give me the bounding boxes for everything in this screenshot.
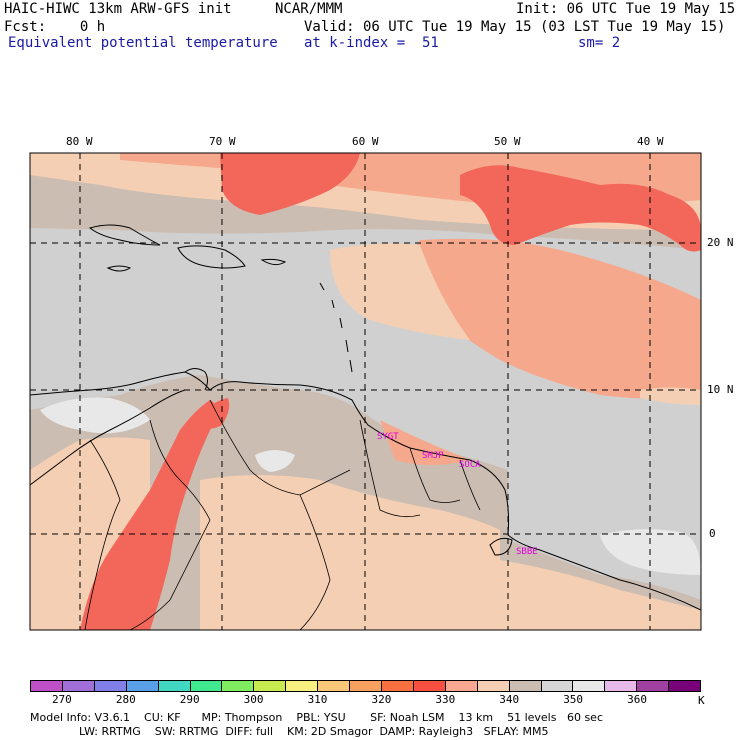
lon-label-80w: 80 W [66,135,93,148]
station-label-sbbe: SBBE [516,547,538,557]
colorbar-swatch [636,681,669,691]
colorbar-swatch [61,681,94,691]
station-label-smjp: SMJP [422,451,444,461]
lon-label-70w: 70 W [209,135,236,148]
country-borders [84,399,481,630]
lon-label-50w: 50 W [494,135,521,148]
colorbar-unit: K [698,694,705,707]
colorbar-swatch [349,681,381,691]
footer-line-1: Model Info: V3.6.1 CU: KF MP: Thompson P… [30,711,603,724]
colorbar-swatch [253,681,286,691]
map-frame [29,152,702,631]
colorbar-swatch [476,681,509,691]
station-label-soca: SOCA [459,460,481,470]
colorbar-swatch [380,681,413,691]
valid-time: Valid: 06 UTC Tue 19 May 15 (03 LST Tue … [304,19,726,35]
colorbar-swatch [540,681,573,691]
colorbar-swatch [668,681,701,691]
colorbar-tick-label: 330 [435,693,456,706]
model-title: HAIC-HIWC 13km ARW-GFS init [4,1,232,17]
colorbar-swatch [125,681,158,691]
colorbar [30,680,701,692]
lat-label-10n: 10 N [707,383,734,396]
colorbar-swatch [189,681,222,691]
lon-label-40w: 40 W [637,135,664,148]
forecast-hour: Fcst: 0 h [4,19,106,35]
colorbar-tick-label: 280 [115,693,136,706]
center-label: NCAR/MMM [275,1,343,17]
colorbar-tick-label: 320 [371,693,392,706]
colorbar-tick-label: 270 [51,693,72,706]
station-label-sygt: SYGT [377,432,399,442]
lat-label-0: 0 [709,527,716,540]
init-time: Init: 06 UTC Tue 19 May 15 [516,1,736,17]
graticule [30,153,701,630]
coastlines [30,224,701,611]
colorbar-tick-label: 310 [307,693,328,706]
lat-label-20n: 20 N [707,236,734,249]
colorbar-swatch [317,681,350,691]
colorbar-tick-label: 340 [499,693,520,706]
level-label: at k-index = 51 [304,35,439,51]
colorbar-tick-label: 290 [179,693,200,706]
colorbar-swatch [572,681,605,691]
colorbar-tick-label: 300 [243,693,264,706]
colorbar-swatch [221,681,254,691]
colorbar-swatch [444,681,477,691]
colorbar-swatch [93,681,126,691]
colorbar-ticks: 270 280 290 300 310 320 330 340 350 360 [0,693,740,707]
colorbar-swatch [31,681,62,691]
colorbar-swatch [412,681,445,691]
colorbar-tick-label: 360 [627,693,647,706]
colorbar-swatch [157,681,190,691]
field-name: Equivalent potential temperature [8,35,278,51]
colorbar-swatch [604,681,637,691]
colorbar-swatch [285,681,318,691]
footer-line-2: LW: RRTMG SW: RRTMG DIFF: full KM: 2D Sm… [30,725,549,738]
colorbar-swatch [508,681,541,691]
lon-label-60w: 60 W [352,135,379,148]
colorbar-tick-label: 350 [563,693,584,706]
smoothing-label: sm= 2 [578,35,621,51]
